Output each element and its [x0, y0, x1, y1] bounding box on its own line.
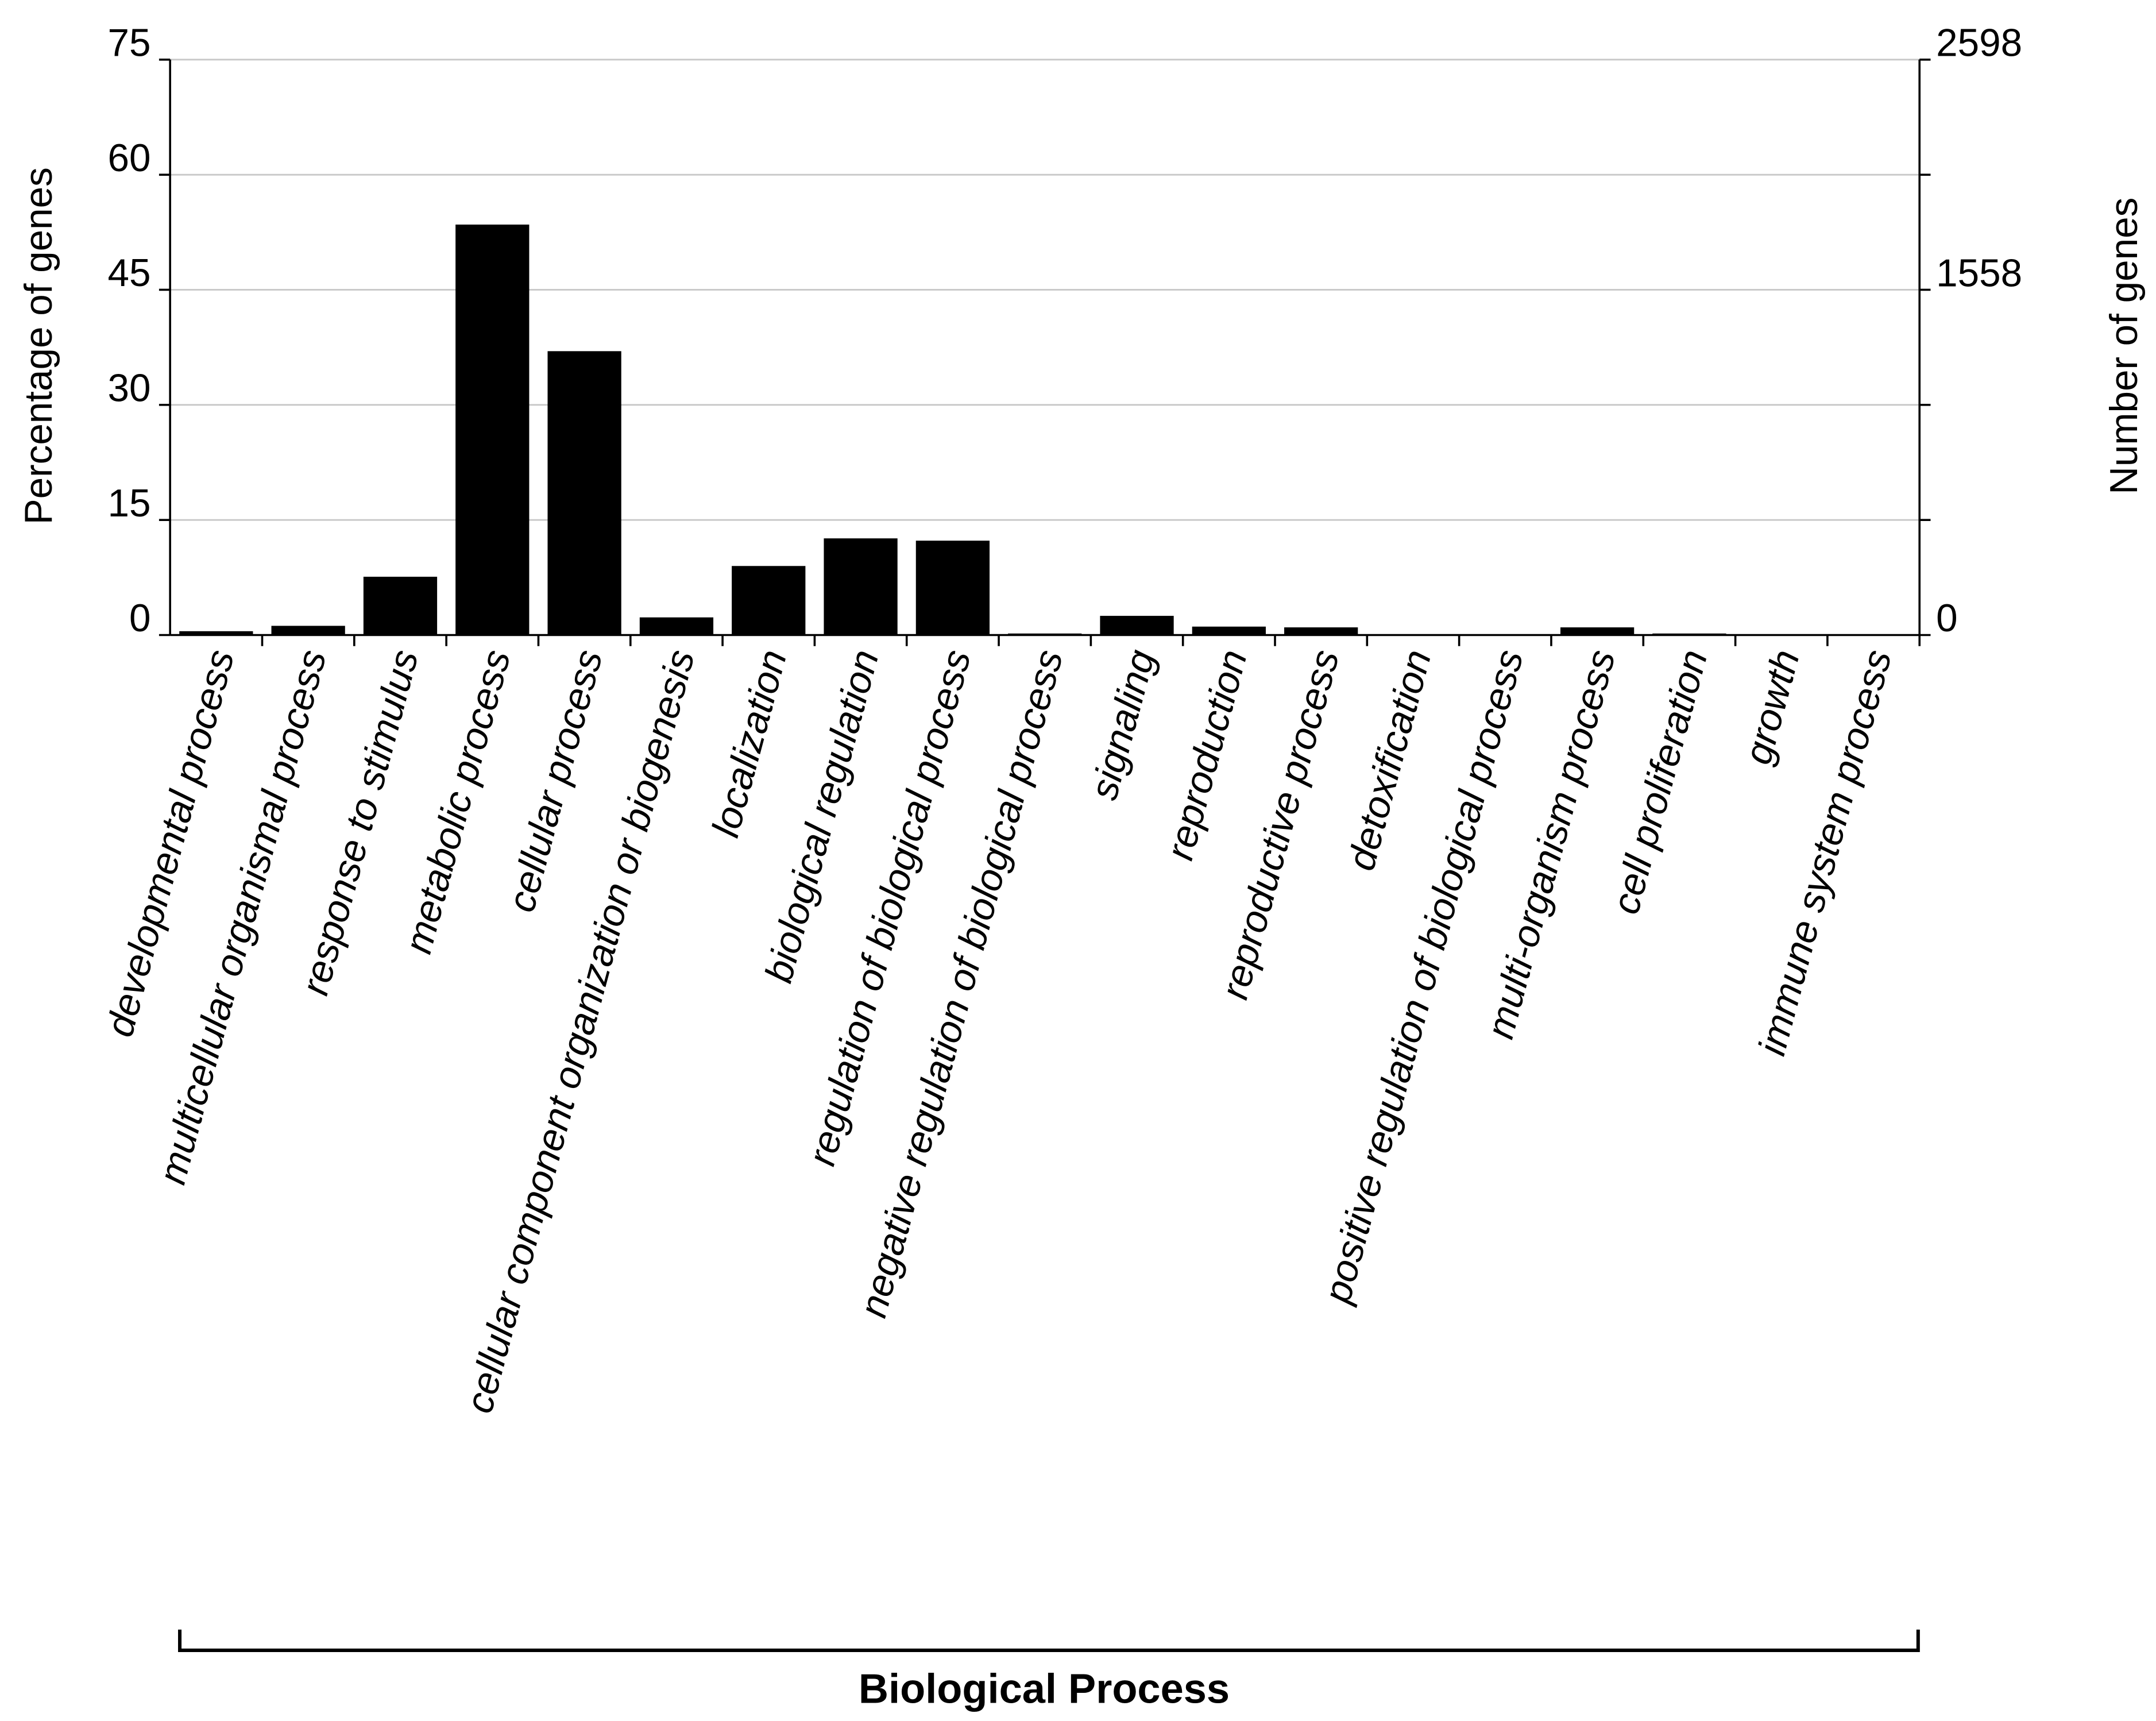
- x-bracket: [178, 1629, 1920, 1652]
- bar: [1652, 633, 1726, 635]
- bar: [1100, 616, 1174, 635]
- y2-tick-label: 0: [1936, 597, 1958, 640]
- bar: [1468, 634, 1542, 635]
- bar: [732, 566, 806, 635]
- bar: [547, 351, 621, 635]
- x-tick-label: cell proliferation: [1604, 645, 1716, 918]
- y-tick-label: 60: [107, 137, 150, 180]
- bar: [824, 538, 898, 635]
- bar: [1284, 627, 1358, 635]
- bar: [1192, 626, 1266, 635]
- x-axis-title: Biological Process: [859, 1666, 1230, 1712]
- y-axis-title: Percentage of genes: [17, 167, 60, 524]
- bar: [639, 617, 714, 635]
- bar: [915, 541, 990, 635]
- x-tick-label: signaling: [1082, 645, 1163, 804]
- y-tick-label: 75: [107, 22, 150, 65]
- x-tick-label: detoxification: [1339, 645, 1439, 874]
- bar: [1008, 633, 1082, 635]
- x-tick-label: multicellular organismal process: [150, 645, 335, 1189]
- x-tick-label: localization: [704, 645, 795, 842]
- bar: [271, 626, 345, 635]
- x-tick-label: cellular process: [500, 645, 611, 916]
- y2-tick-label: 2598: [1936, 22, 2022, 65]
- bar: [1836, 634, 1911, 635]
- bar: [1744, 634, 1818, 635]
- bar: [455, 224, 530, 635]
- bar: [363, 576, 438, 635]
- x-tick-label: reproduction: [1158, 645, 1255, 864]
- y-tick-label: 30: [107, 367, 150, 410]
- y2-axis-title: Number of genes: [2103, 198, 2146, 495]
- y-tick-label: 45: [107, 252, 150, 295]
- x-tick-label: growth: [1736, 645, 1808, 769]
- y-tick-label: 0: [129, 597, 151, 640]
- y2-tick-label: 1558: [1936, 252, 2022, 295]
- bar: [1560, 627, 1635, 635]
- bar: [179, 631, 253, 635]
- y-tick-label: 15: [107, 482, 150, 525]
